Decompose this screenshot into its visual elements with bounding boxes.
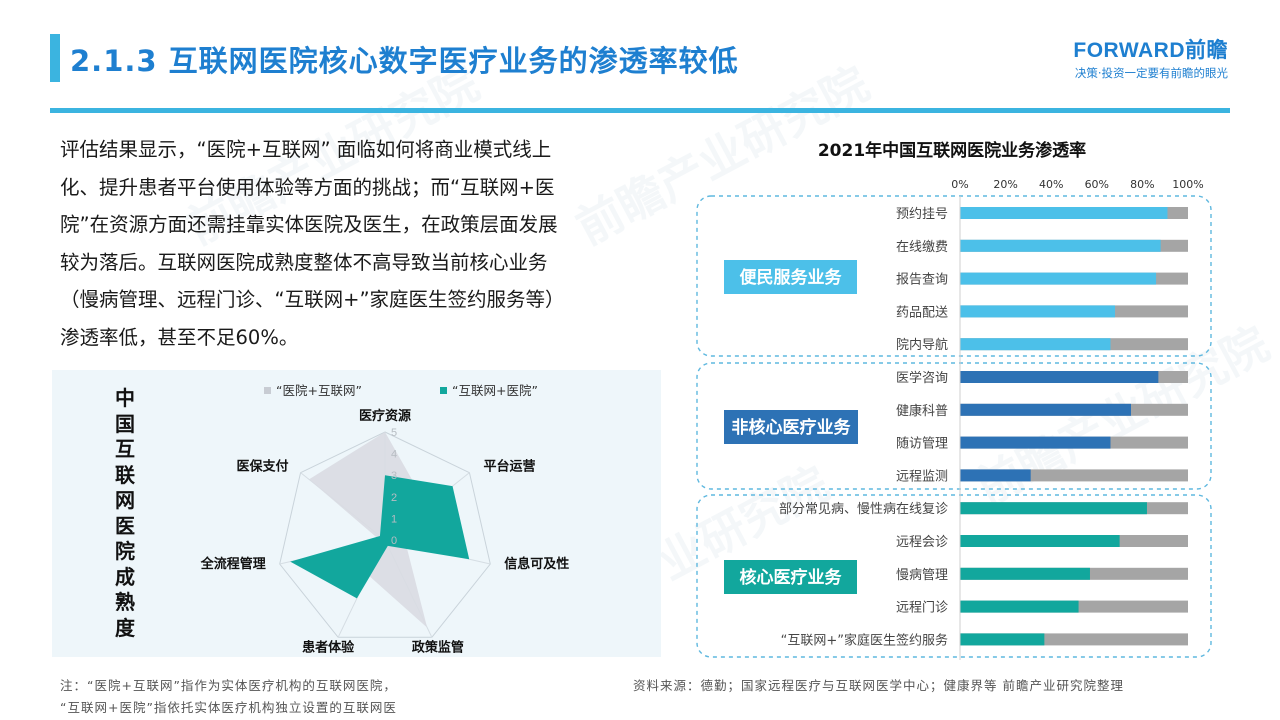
bar-axis-tick-label: 20% [993,178,1017,191]
bar-value [960,338,1111,351]
bar-value [960,633,1045,646]
body-line: 较为落后。互联网医院成熟度整体不高导致当前核心业务 [60,250,548,274]
bar-group-badge [724,560,857,594]
header-divider [50,108,1230,113]
bar-value [960,600,1079,613]
bar-group-frame [696,195,1212,357]
bar-value [960,371,1159,383]
source-note: 资料来源：德勤；国家远程医疗与互联网医学中心；健康界等 前瞻产业研究院整理 [633,678,1124,693]
bar-category-label: 报告查询 [896,273,948,288]
penetration-bar-chart: 2021年中国互联网医院业务渗透率 0% 20% 40% 60% 80% 100% 便民服务业… [696,140,1212,660]
radar-axis-label: 信息可及性 [504,556,569,572]
bar-category-label: 药品配送 [896,305,948,320]
bar-category-label: 慢病管理 [896,567,948,583]
bar-group-label: 核心医疗业务 [740,567,843,588]
radar-axis-label: 平台运营 [483,459,535,475]
radar-axis-label: 医保支付 [237,459,289,475]
bar-category-label: 健康科普 [896,403,948,419]
radar-grid-ring [279,431,491,638]
bar-value [960,535,1120,547]
bar-value [960,436,1111,449]
bar-value [960,567,1090,580]
radar-tick-label: 4 [391,449,397,461]
brand-wordmark: FORWARD前瞻 [1073,39,1228,62]
body-line: 渗透率低，甚至不足60%。 [60,325,299,349]
bar-value [960,403,1131,416]
radar-series-internet-plus-hospital [290,475,470,599]
radar-axis-label: 全流程管理 [200,556,266,572]
radar-chart-title: 中国互联网医院成熟度 [115,386,135,640]
bar-group-frame [696,362,1212,490]
bar-axis-tick-label: 60% [1085,178,1109,191]
bar-axis-tick-label: 0% [951,178,968,191]
title-accent-bar [50,34,60,82]
bar-category-label: 预约挂号 [896,207,948,222]
bar-category-label: 医学咨询 [896,370,948,386]
body-line: 院”在资源方面还需挂靠实体医院及医生，在政策层面发展 [60,213,558,236]
bar-category-label: 随访管理 [896,437,948,452]
bar-group-label: 便民服务业务 [740,267,843,288]
footnote-line: 注：“医院+互联网”指作为实体医疗机构的互联网医院， [60,678,397,693]
legend-swatch [264,387,271,394]
legend-label: “互联网+医院” [452,383,538,398]
bar-chart-title: 2021年中国互联网医院业务渗透率 [818,140,1086,161]
bar-category-label: 远程监测 [896,469,948,484]
footnote-line: “互联网+医院”指依托实体医疗机构独立设置的互联网医 [60,700,397,715]
page-title: 2.1.3 互联网医院核心数字医疗业务的渗透率较低 [70,44,739,78]
bar-category-label: 院内导航 [896,337,948,353]
radar-axis-label: 医疗资源 [359,408,411,424]
bar-category-label: 在线缴费 [896,240,948,255]
body-line: （慢病管理、远程门诊、“互联网+”家庭医生签约服务等） [60,288,565,311]
radar-tick-label: 0 [391,535,397,547]
bar-group-badge [724,410,858,444]
bar-category-label: 远程会诊 [896,535,948,550]
bar-axis-tick-label: 40% [1039,178,1063,191]
bar-axis-tick-label: 80% [1130,178,1154,191]
radar-tick-label: 3 [391,470,397,482]
bar-value [960,239,1161,252]
body-paragraph: 评估结果显示，“医院+互联网” 面临如何将商业模式线上 化、提升患者平台使用体验… [60,131,660,356]
brand-logo: FORWARD前瞻 决策·投资一定要有前瞻的眼光 [1073,34,1228,81]
bar-value [960,207,1168,219]
radar-axis-label: 政策监管 [412,639,464,655]
radar-tick-label: 1 [391,513,397,525]
bar-category-label: “互联网+”家庭医生签约服务 [781,632,948,648]
bar-value [960,272,1157,285]
bar-value [960,305,1116,318]
body-line: 评估结果显示，“医院+互联网” 面临如何将商业模式线上 [60,138,552,161]
radar-tick-label: 2 [391,492,397,504]
bar-axis-tick-label: 100% [1172,178,1203,191]
body-line: 化、提升患者平台使用体验等方面的挑战；而“互联网+医 [60,175,555,199]
legend-label: “医院+互联网” [276,383,362,398]
bar-value [960,502,1147,515]
radar-tick-label: 5 [391,427,397,439]
bar-group-frame [696,494,1212,658]
legend-swatch [440,387,447,394]
bar-value [960,469,1031,482]
footnote: 注：“医院+互联网”指作为实体医疗机构的互联网医院， “互联网+医院”指依托实体… [60,675,397,719]
bar-category-label: 远程门诊 [896,601,948,616]
brand-slogan: 决策·投资一定要有前瞻的眼光 [1074,66,1228,80]
bar-category-label: 部分常见病、慢性病在线复诊 [779,501,948,517]
bar-group-badge [724,260,857,294]
bar-group-label: 非核心医疗业务 [732,417,852,438]
radar-axis-label: 患者体验 [302,639,355,655]
